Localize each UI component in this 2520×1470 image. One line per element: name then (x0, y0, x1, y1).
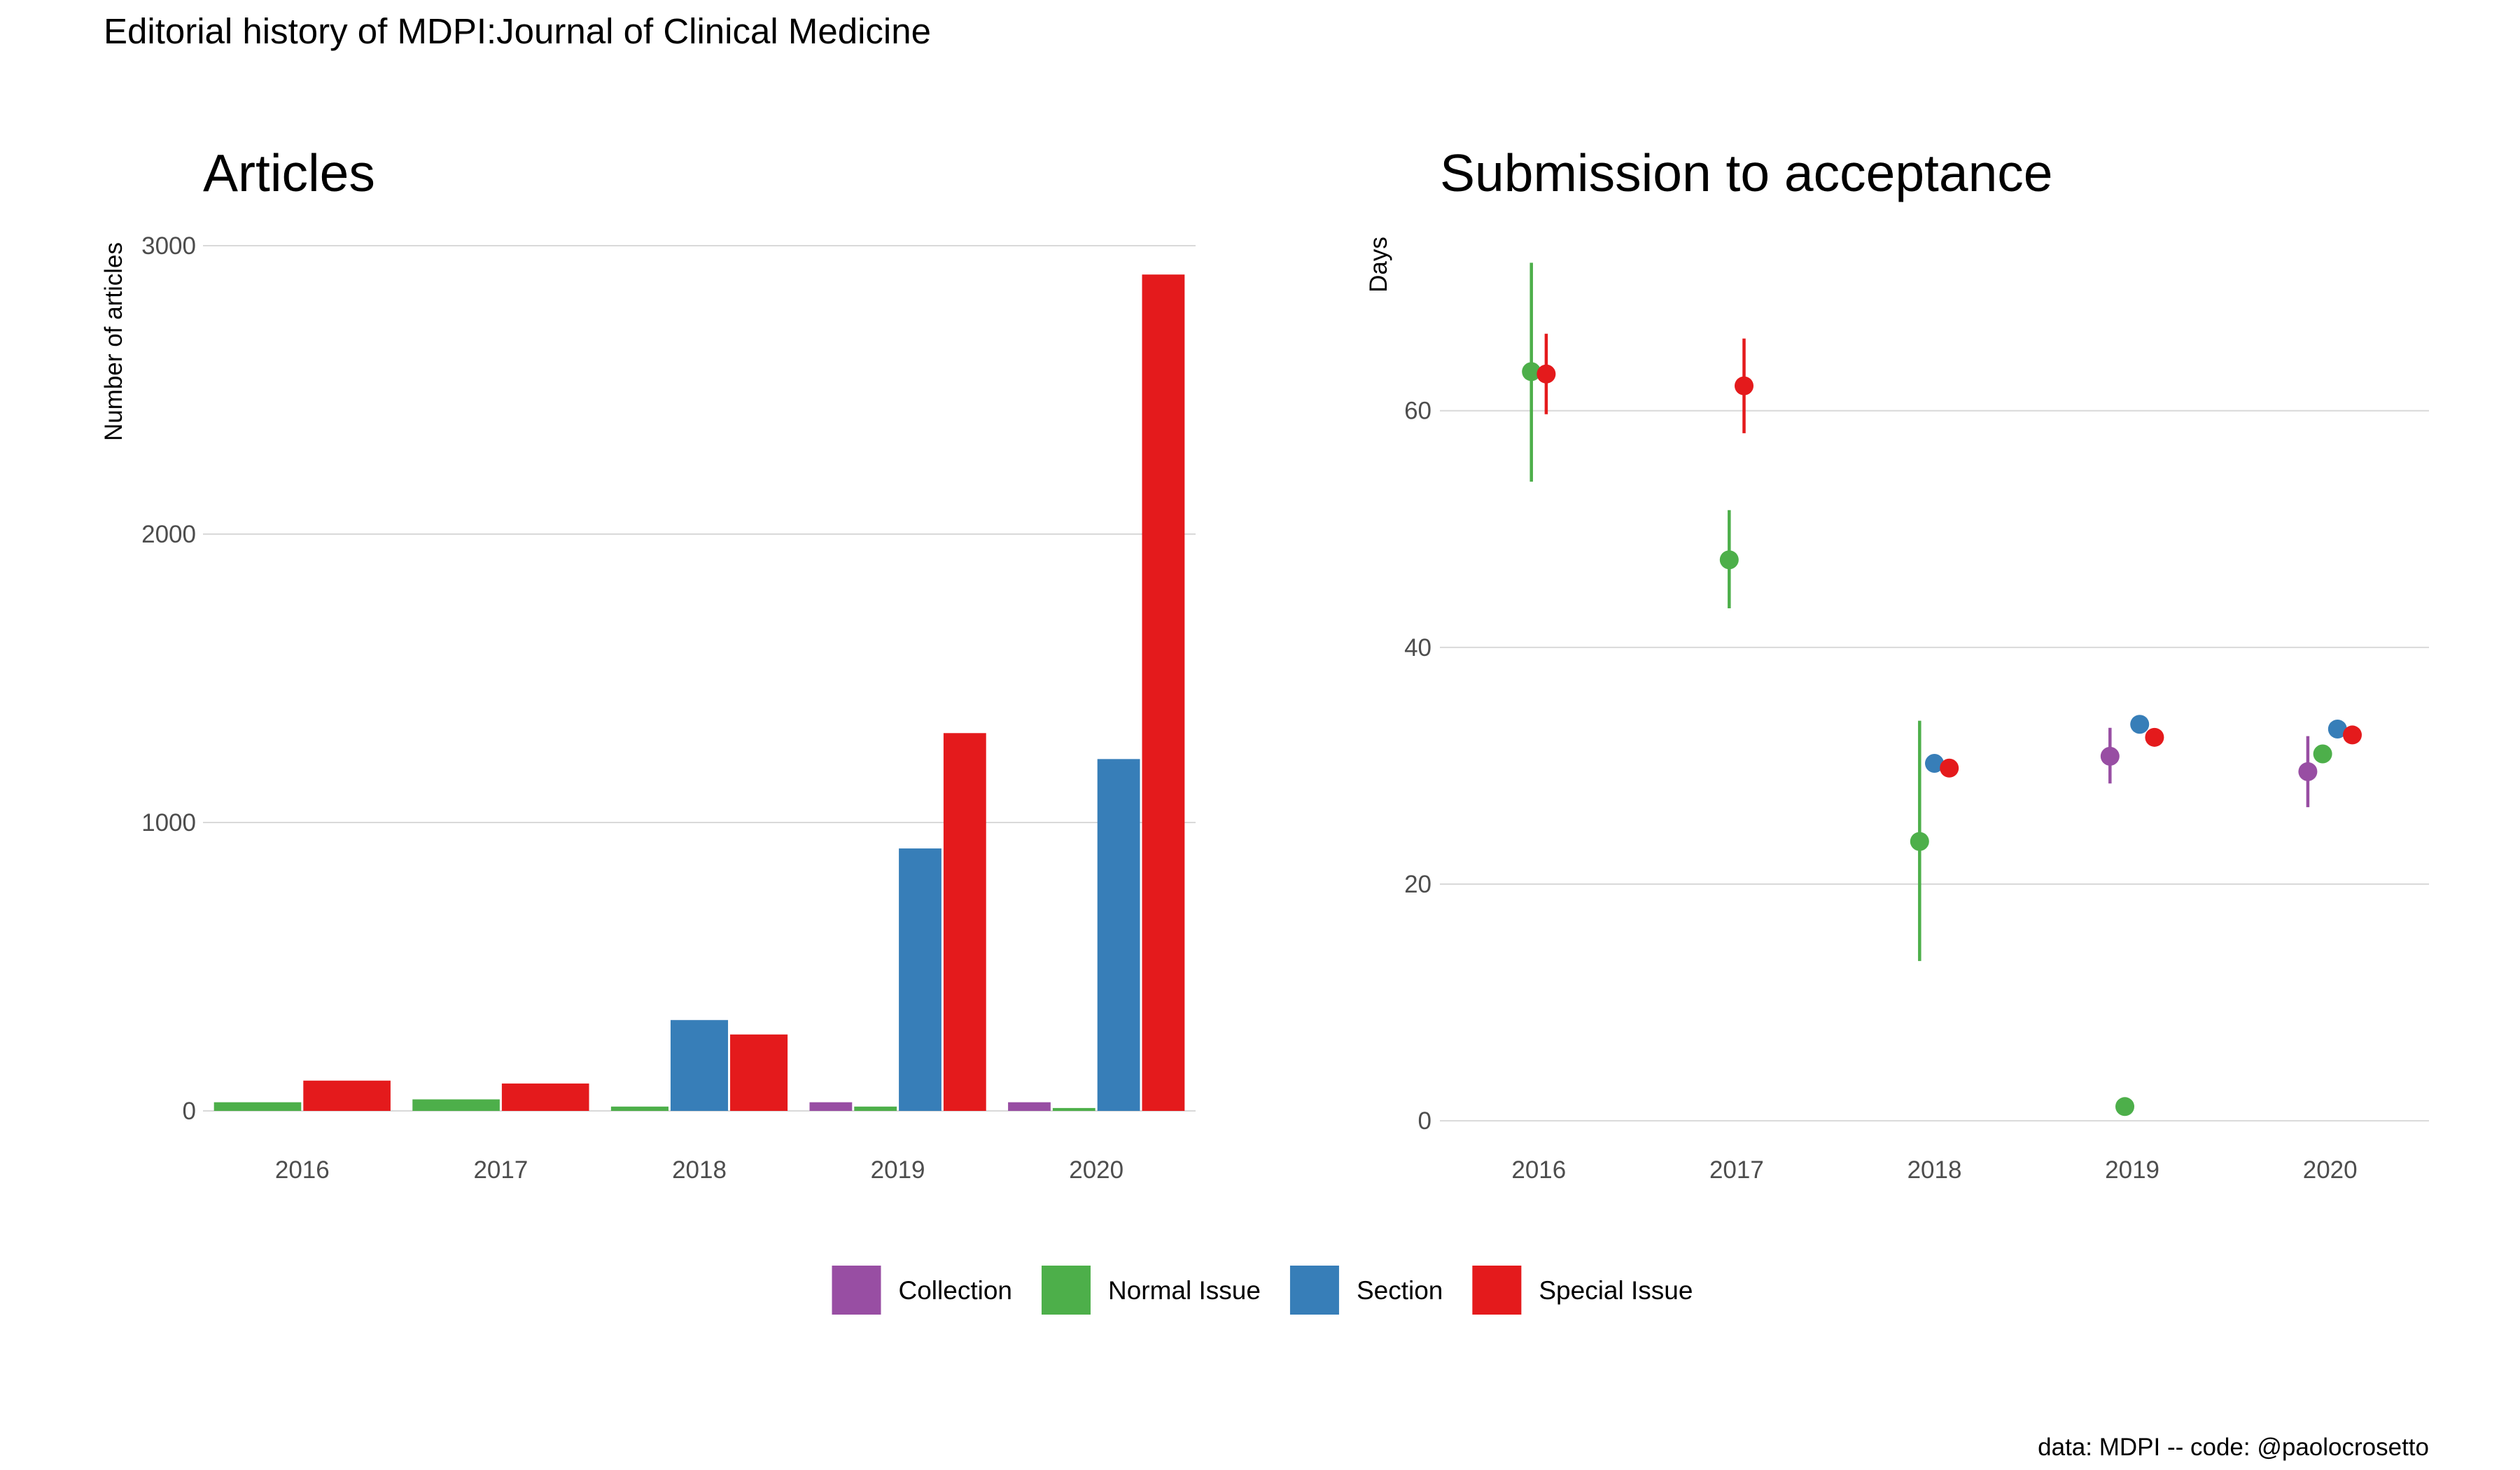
legend-swatch-normal-issue (1041, 1266, 1091, 1315)
point-section-2020 (2328, 719, 2347, 738)
legend-label-section: Section (1357, 1276, 1443, 1305)
bar-section-2019 (899, 848, 941, 1111)
articles-y-tick-label: 3000 (141, 232, 196, 260)
legend-label-special-issue: Special Issue (1539, 1276, 1693, 1305)
point-normal-issue-2016 (1522, 362, 1541, 382)
point-special-issue-2016 (1536, 364, 1556, 384)
articles-title: Articles (203, 144, 375, 202)
acceptance-y-ticks: 0 20 40 60 (1404, 398, 1432, 1135)
articles-x-tick-label: 2019 (871, 1156, 925, 1184)
bar-special-issue-2019 (943, 733, 986, 1111)
bar-normal-issue-2018 (610, 1106, 668, 1111)
acceptance-points (1522, 262, 2362, 1116)
point-collection-2019 (2100, 746, 2120, 766)
legend-swatch-section (1289, 1266, 1339, 1315)
acceptance-x-ticks: 2016 2017 2018 2019 2020 (1511, 1156, 2357, 1184)
acceptance-panel: Submission to acceptance Days 0 20 40 60 20… (1365, 144, 2429, 1184)
point-section-2018 (1925, 754, 1944, 774)
bar-special-issue-2017 (501, 1083, 589, 1111)
articles-x-tick-label: 2017 (473, 1156, 528, 1184)
point-special-issue-2018 (1940, 758, 1959, 778)
acceptance-y-axis-label: Days (1365, 237, 1392, 293)
acceptance-x-tick-label: 2019 (2105, 1156, 2160, 1184)
bar-normal-issue-2020 (1052, 1107, 1096, 1111)
point-normal-issue-2019 (2115, 1097, 2135, 1116)
legend-swatch-collection (832, 1266, 881, 1315)
bar-collection-2020 (1008, 1102, 1051, 1111)
bar-normal-issue-2016 (214, 1102, 302, 1111)
point-section-2019 (2130, 715, 2150, 734)
point-special-issue-2020 (2342, 725, 2362, 745)
legend: Collection Normal Issue Section Special Iss… (832, 1266, 1693, 1315)
point-normal-issue-2017 (1719, 550, 1739, 570)
articles-y-tick-label: 0 (183, 1098, 196, 1125)
bar-normal-issue-2017 (412, 1099, 500, 1111)
bar-special-issue-2020 (1142, 274, 1185, 1112)
acceptance-x-tick-label: 2020 (2303, 1156, 2358, 1184)
acceptance-y-tick-label: 0 (1418, 1107, 1432, 1135)
articles-x-tick-label: 2016 (275, 1156, 330, 1184)
articles-y-ticks: 0 1000 2000 3000 (141, 232, 196, 1125)
acceptance-y-tick-label: 40 (1404, 634, 1432, 662)
acceptance-title: Submission to acceptance (1440, 144, 2053, 202)
point-normal-issue-2020 (2313, 744, 2332, 764)
articles-gridlines (203, 245, 1196, 1112)
figure-caption: data: MDPI -- code: @paolocrosetto (2038, 1434, 2429, 1461)
acceptance-gridlines (1440, 410, 2429, 1122)
articles-x-ticks: 2016 2017 2018 2019 2020 (275, 1156, 1124, 1184)
figure-title: Editorial history of MDPI:Journal of Cli… (104, 11, 931, 51)
bar-special-issue-2016 (303, 1080, 391, 1111)
articles-bars (214, 274, 1185, 1112)
articles-x-tick-label: 2018 (672, 1156, 727, 1184)
articles-y-tick-label: 2000 (141, 521, 196, 548)
bar-section-2018 (670, 1020, 729, 1111)
articles-panel: Articles Number of articles 0 1000 2000 300… (100, 144, 1196, 1184)
point-special-issue-2017 (1734, 376, 1754, 396)
acceptance-x-tick-label: 2018 (1907, 1156, 1962, 1184)
bar-normal-issue-2019 (854, 1106, 897, 1111)
articles-x-tick-label: 2020 (1069, 1156, 1124, 1184)
legend-label-normal-issue: Normal Issue (1108, 1276, 1261, 1305)
bar-section-2020 (1097, 759, 1140, 1111)
bar-special-issue-2018 (730, 1034, 788, 1111)
articles-y-axis-label: Number of articles (100, 242, 127, 441)
point-special-issue-2019 (2145, 727, 2164, 747)
legend-label-collection: Collection (899, 1276, 1012, 1305)
acceptance-x-tick-label: 2017 (1709, 1156, 1764, 1184)
point-normal-issue-2018 (1910, 832, 1929, 851)
acceptance-x-tick-label: 2016 (1511, 1156, 1566, 1184)
legend-swatch-special-issue (1472, 1266, 1522, 1315)
acceptance-y-tick-label: 60 (1404, 398, 1432, 425)
point-collection-2020 (2298, 762, 2318, 781)
acceptance-y-tick-label: 20 (1404, 871, 1432, 898)
articles-y-tick-label: 1000 (141, 809, 196, 836)
bar-collection-2019 (809, 1102, 853, 1111)
